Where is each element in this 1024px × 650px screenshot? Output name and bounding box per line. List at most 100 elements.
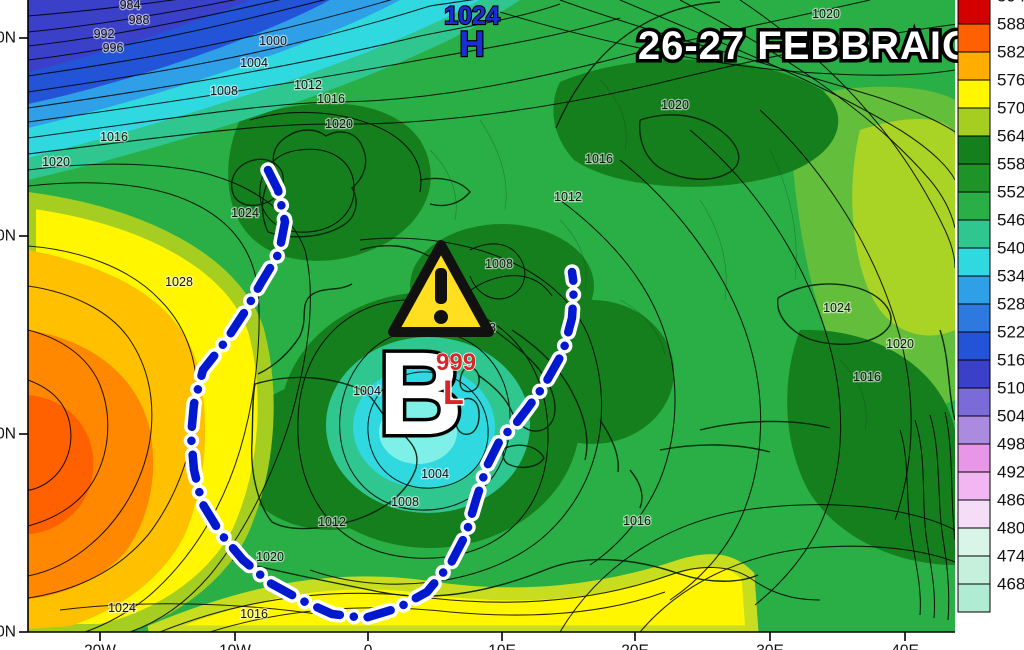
contour-label: 1012 bbox=[294, 78, 322, 92]
colorbar-label: 528 bbox=[997, 295, 1024, 314]
contour-label: 984 bbox=[120, 0, 141, 12]
colorbar-label: 570 bbox=[997, 99, 1024, 118]
contour-label: 1012 bbox=[554, 190, 582, 204]
colorbar-band bbox=[957, 583, 991, 613]
field-orange-core bbox=[28, 395, 94, 534]
colorbar-band bbox=[957, 527, 991, 557]
lat-label: 40N bbox=[0, 426, 16, 443]
colorbar-band bbox=[957, 163, 991, 193]
colorbar-label: 588 bbox=[997, 15, 1024, 34]
colorbar-label: 480 bbox=[997, 519, 1024, 538]
field-darkgreen-baltic bbox=[553, 59, 839, 187]
contour-label: 1004 bbox=[421, 467, 449, 481]
colorbar-label: 510 bbox=[997, 379, 1024, 398]
low-pressure-value: 999 bbox=[436, 349, 476, 376]
contour-label: 1020 bbox=[42, 155, 70, 169]
colorbar-band bbox=[957, 331, 991, 361]
colorbar-label: 474 bbox=[997, 547, 1024, 566]
field-darkgreen-east bbox=[787, 329, 955, 565]
colorbar-label: 516 bbox=[997, 351, 1024, 370]
contour-label: 1028 bbox=[165, 275, 193, 289]
colorbar-label: 468 bbox=[997, 575, 1024, 594]
colorbar-band bbox=[957, 443, 991, 473]
lat-label: 50N bbox=[0, 228, 16, 245]
lon-label: 20W bbox=[84, 642, 116, 650]
lon-label: 10W bbox=[219, 642, 251, 650]
contour-label: 996 bbox=[103, 41, 124, 55]
track-line bbox=[186, 165, 579, 623]
low-pressure-L-icon: L bbox=[443, 374, 464, 412]
contour-label: 1016 bbox=[317, 92, 345, 106]
colorbar-label: 582 bbox=[997, 43, 1024, 62]
contour-label: 1008 bbox=[485, 257, 513, 271]
contour-label: 1024 bbox=[108, 601, 136, 615]
colorbar-label: 504 bbox=[997, 407, 1024, 426]
contour-label: 1016 bbox=[100, 130, 128, 144]
colorbar-band bbox=[957, 219, 991, 249]
contour-lines bbox=[28, 0, 955, 632]
colorbar-band bbox=[957, 359, 991, 389]
contour-label: 1016 bbox=[240, 607, 268, 621]
colorbar-label: 558 bbox=[997, 155, 1024, 174]
colorbar-label: 534 bbox=[997, 267, 1024, 286]
colorbar-band bbox=[957, 499, 991, 529]
colorbar-band bbox=[957, 247, 991, 277]
field-yellowgreen-east bbox=[852, 119, 955, 336]
warning-exclamation-dot bbox=[434, 310, 448, 324]
colorbar-label: 540 bbox=[997, 239, 1024, 258]
high-pressure-H-icon: H bbox=[459, 25, 484, 64]
colorbar: 594 588 582 576 570 564 558 552 546 540 534 528 522 5… bbox=[957, 0, 1024, 613]
colorbar-band bbox=[957, 135, 991, 165]
field-low-core-light bbox=[379, 400, 457, 464]
contour-label: 1004 bbox=[353, 384, 381, 398]
contour-label: 992 bbox=[94, 27, 115, 41]
colorbar-band bbox=[957, 415, 991, 445]
colorbar-band bbox=[957, 387, 991, 417]
colorbar-label: 576 bbox=[997, 71, 1024, 90]
colorbar-band bbox=[957, 275, 991, 305]
axes: 60N 50N 40N 30N 20W 10W 0 10E 20E 30E 40E bbox=[0, 0, 955, 650]
colorbar-band bbox=[957, 51, 991, 81]
lon-label: 30E bbox=[756, 642, 784, 650]
lat-label: 60N bbox=[0, 30, 16, 47]
colorbar-label: 594 bbox=[997, 0, 1024, 6]
axis-ticks: 60N 50N 40N 30N 20W 10W 0 10E 20E 30E 40E bbox=[0, 30, 919, 650]
contour-label: 1000 bbox=[259, 34, 287, 48]
colorbar-label: 486 bbox=[997, 491, 1024, 510]
contour-label: 1020 bbox=[812, 7, 840, 21]
colorbar-band bbox=[957, 23, 991, 53]
colorbar-label: 546 bbox=[997, 211, 1024, 230]
contour-label: 1008 bbox=[391, 495, 419, 509]
contour-label: 988 bbox=[129, 13, 150, 27]
contour-label: 1020 bbox=[256, 550, 284, 564]
colorbar-band bbox=[957, 0, 991, 25]
field-stripe-teal bbox=[28, 0, 520, 180]
contour-label: 1024 bbox=[231, 206, 259, 220]
warning-marker bbox=[388, 240, 494, 337]
contour-label: 1024 bbox=[823, 301, 851, 315]
colorbar-band bbox=[957, 303, 991, 333]
colorbar-label: 522 bbox=[997, 323, 1024, 342]
lon-label: 10E bbox=[488, 642, 516, 650]
lon-label: 20E bbox=[621, 642, 649, 650]
colorbar-label: 552 bbox=[997, 183, 1024, 202]
contour-label: 1004 bbox=[240, 56, 268, 70]
contour-label: 1012 bbox=[318, 515, 346, 529]
cutoff-low-track bbox=[183, 162, 582, 626]
colorbar-band bbox=[957, 191, 991, 221]
date-title: 26-27 FEBBRAIO bbox=[638, 24, 974, 68]
contour-label: 1008 bbox=[210, 84, 238, 98]
low-pressure-B: B bbox=[378, 328, 463, 460]
colorbar-label: 492 bbox=[997, 463, 1024, 482]
contour-label: 1016 bbox=[623, 514, 651, 528]
contour-label: 1020 bbox=[661, 98, 689, 112]
contour-label: 1016 bbox=[585, 152, 613, 166]
lon-label: 40E bbox=[891, 642, 919, 650]
colorbar-band bbox=[957, 79, 991, 109]
warning-exclamation-bar bbox=[435, 268, 447, 304]
colorbar-band bbox=[957, 107, 991, 137]
map-field bbox=[28, 0, 955, 632]
